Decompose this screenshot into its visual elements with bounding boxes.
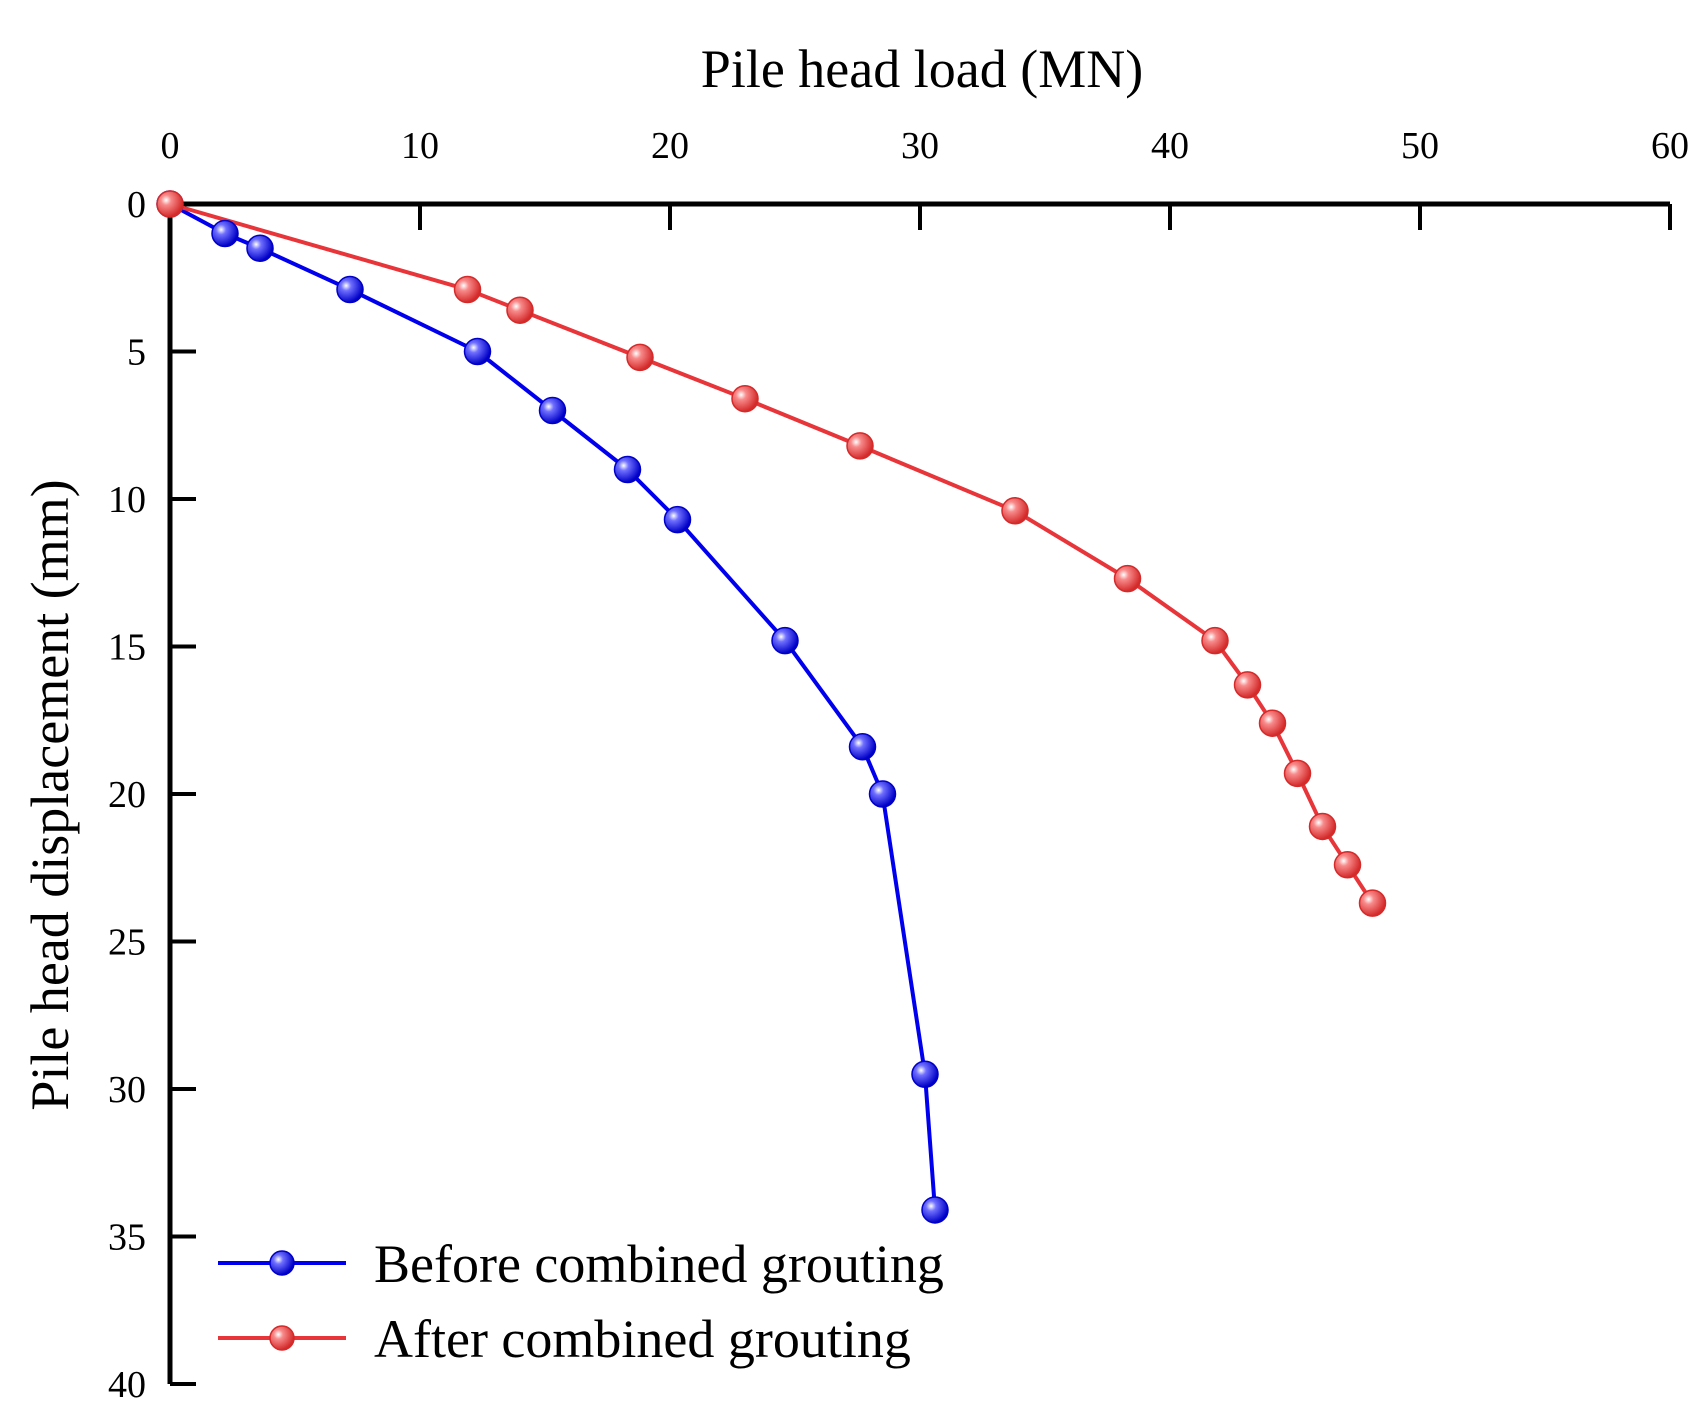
data-point-1	[453, 275, 482, 304]
x-axis-title: Pile head load (MN)	[701, 39, 1143, 99]
x-tick-label: 60	[1651, 125, 1689, 167]
data-point-1	[506, 296, 534, 324]
data-point-0	[848, 733, 877, 761]
data-point-1	[1258, 709, 1287, 737]
x-ticks: 0 10 20 30 40 50 60	[161, 125, 1689, 230]
y-tick-label: 35	[108, 1217, 146, 1259]
data-point-1	[1001, 497, 1029, 525]
data-point-0	[771, 626, 799, 655]
data-point-1	[1358, 889, 1387, 917]
data-point-0	[211, 219, 239, 248]
data-point-0	[868, 780, 897, 808]
legend-label-after: After combined grouting	[374, 1309, 911, 1369]
y-tick-label: 30	[108, 1069, 146, 1111]
data-point-1	[846, 432, 874, 460]
data-point-0	[246, 234, 274, 262]
x-tick-label: 50	[1401, 125, 1439, 167]
y-tick-label: 15	[108, 627, 146, 669]
data-point-0	[921, 1196, 949, 1224]
series-layer	[156, 190, 1387, 1224]
x-tick-label: 40	[1151, 125, 1189, 167]
data-point-1	[626, 343, 654, 372]
data-point-1	[156, 190, 184, 218]
data-point-1	[731, 384, 759, 413]
y-tick-label: 10	[108, 479, 146, 521]
x-tick-label: 10	[401, 125, 439, 167]
y-axis-title: Pile head displacement (mm)	[20, 479, 80, 1110]
y-tick-label: 20	[108, 774, 146, 816]
x-tick-label: 0	[161, 125, 180, 167]
y-tick-label: 40	[108, 1364, 146, 1405]
data-point-0	[911, 1060, 939, 1088]
data-point-0	[538, 396, 567, 425]
data-point-0	[336, 275, 364, 304]
y-ticks: 0 5 10 15 20 25 30 35 40	[108, 184, 196, 1405]
series-line-0	[169, 202, 937, 1211]
y-tick-label: 0	[127, 184, 146, 226]
legend: Before combined grouting After combined …	[218, 1234, 944, 1369]
x-tick-label: 20	[651, 125, 689, 167]
x-tick-label: 30	[901, 125, 939, 167]
data-point-1	[1233, 671, 1262, 699]
data-point-1	[1333, 851, 1362, 879]
data-point-1	[1113, 564, 1142, 593]
y-tick-label: 25	[108, 922, 146, 964]
data-point-1	[1308, 812, 1337, 841]
y-tick-label: 5	[127, 332, 146, 374]
legend-marker-after	[269, 1325, 295, 1351]
data-point-1	[1283, 759, 1312, 788]
data-point-0	[463, 337, 492, 366]
legend-marker-before	[269, 1250, 295, 1276]
data-point-1	[1201, 626, 1229, 655]
series-line-1	[169, 202, 1375, 905]
data-point-0	[613, 455, 642, 484]
legend-label-before: Before combined grouting	[374, 1234, 944, 1294]
data-point-0	[663, 505, 692, 534]
